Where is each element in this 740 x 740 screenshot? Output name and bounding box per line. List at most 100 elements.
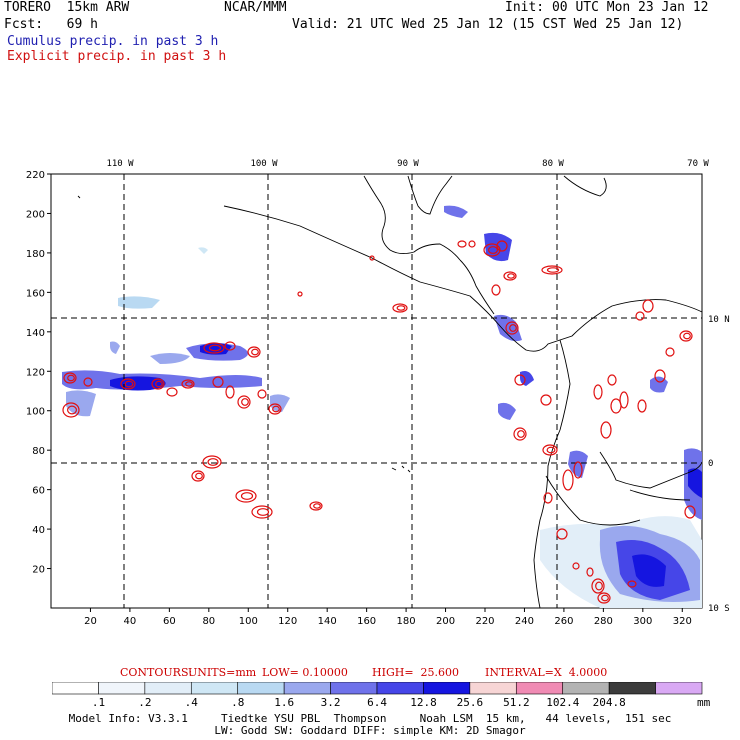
x-tick-label: 220 — [475, 616, 494, 627]
graticule — [51, 174, 702, 608]
contours-interval: INTERVAL=X 4.0000 — [485, 666, 608, 679]
colorbar-label: 102.4 — [546, 696, 580, 709]
y-tick-label: 60 — [32, 486, 45, 497]
x-tick-label: 180 — [397, 616, 416, 627]
center-title: NCAR/MMM — [224, 0, 287, 15]
colorbar-swatch — [98, 682, 146, 695]
precip-contour — [635, 311, 645, 321]
precip-contour — [607, 374, 617, 386]
precip-contour — [166, 387, 178, 397]
cumulus-precip-shading — [62, 205, 702, 608]
contours-low: LOW= 0.10000 — [262, 666, 348, 679]
precip-contour — [684, 505, 696, 519]
physics-info-line: LW: Godd SW: Goddard DIFF: simple KM: 2D… — [214, 724, 526, 737]
precip-contour-inner — [208, 344, 222, 352]
colorbar-label: 3.2 — [320, 696, 341, 709]
precip-contour-inner — [683, 332, 691, 340]
colorbar-swatch — [283, 682, 331, 695]
colorbar-swatch — [237, 682, 285, 695]
lat-label: 10 N — [708, 315, 730, 325]
x-tick-label: 100 — [239, 616, 258, 627]
precip-contour — [600, 421, 612, 439]
contours-high: HIGH= 25.600 — [372, 666, 460, 679]
coastlines — [77, 175, 703, 609]
y-tick-label: 120 — [26, 367, 45, 378]
colorbar-swatch — [330, 682, 378, 695]
precip-contour — [191, 470, 205, 482]
y-axis: 220 200 180 160 140 120 100 80 60 40 20 — [26, 170, 51, 576]
x-tick-label: 320 — [673, 616, 692, 627]
x-tick-label: 120 — [278, 616, 297, 627]
precip-contour — [541, 265, 563, 275]
colorbar-swatch — [515, 682, 564, 695]
precip-contour — [457, 240, 467, 248]
y-tick-label: 200 — [26, 209, 45, 220]
precip-contour-inner — [66, 405, 77, 415]
precip-contour-inner — [517, 430, 525, 438]
colorbar-swatch — [562, 682, 610, 695]
precip-contour-inner — [155, 380, 163, 388]
colorbar-label: .4 — [184, 696, 198, 709]
precip-contour — [369, 255, 375, 261]
colorbar-swatch — [608, 682, 656, 695]
precip-contour — [642, 299, 654, 313]
colorbar-label: 6.4 — [367, 696, 387, 709]
precip-contour — [496, 240, 508, 252]
colorbar-swatch — [655, 682, 703, 695]
y-tick-label: 220 — [26, 170, 45, 181]
precip-contour-inner — [251, 348, 259, 356]
precip-contour — [542, 444, 558, 456]
precip-contour-inner — [488, 246, 499, 254]
y-tick-label: 20 — [32, 565, 45, 576]
precip-contour — [235, 489, 257, 503]
precip-contour — [257, 389, 267, 399]
precip-contour — [514, 374, 526, 386]
contours-label: CONTOURS: — [120, 666, 193, 679]
precip-contour-inner — [601, 594, 609, 602]
precip-contour — [224, 341, 236, 351]
precip-contour — [503, 271, 517, 281]
colorbar-label: 204.8 — [592, 696, 626, 709]
precip-contour — [591, 578, 605, 594]
precip-contour — [654, 369, 666, 383]
precip-contour-inner — [272, 405, 280, 413]
precip-contour — [597, 592, 611, 604]
precip-contour — [665, 347, 675, 357]
precip-contour — [679, 330, 693, 342]
precip-contour-inner — [124, 380, 134, 388]
field-explicit-label: Explicit precip. in past 3 h — [7, 49, 227, 64]
colorbar-swatch — [423, 682, 471, 695]
x-tick-label: 280 — [594, 616, 613, 627]
x-tick-label: 20 — [84, 616, 97, 627]
precip-contour-inner — [195, 472, 203, 480]
x-tick-label: 160 — [357, 616, 376, 627]
precip-contour — [83, 377, 93, 387]
precip-contour — [637, 399, 647, 413]
x-tick-label: 240 — [515, 616, 534, 627]
colorbar-label: .2 — [138, 696, 152, 709]
latitude-labels: 10 N 0 10 S — [708, 315, 730, 614]
precip-contour — [468, 240, 476, 248]
precip-contour — [63, 372, 77, 384]
precip-contour — [562, 469, 574, 491]
precip-contour — [540, 394, 552, 406]
precip-contour — [619, 391, 629, 409]
y-tick-label: 140 — [26, 328, 45, 339]
precip-contour — [543, 492, 553, 504]
x-axis: 20 40 60 80 100 120 140 160 180 200 220 240 260 280 30… — [84, 608, 692, 627]
precip-contour — [586, 567, 594, 577]
colorbar-swatch — [469, 682, 517, 695]
lon-label: 110 W — [106, 159, 134, 169]
precip-contour-inner — [67, 374, 75, 382]
precip-contour — [268, 403, 282, 415]
precip-contour — [491, 284, 501, 296]
precip-contour — [392, 303, 408, 313]
precip-contour — [212, 376, 224, 388]
colorbar-label: 12.8 — [410, 696, 437, 709]
x-tick-label: 140 — [318, 616, 337, 627]
precip-contour-inner — [313, 503, 321, 509]
field-cumulus-label: Cumulus precip. in past 3 h — [7, 34, 219, 49]
precip-contour — [251, 505, 273, 519]
precip-contour-inner — [546, 267, 560, 273]
